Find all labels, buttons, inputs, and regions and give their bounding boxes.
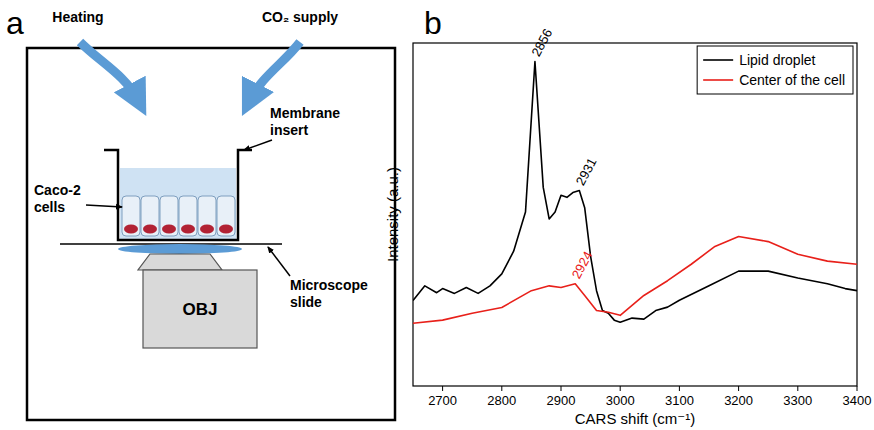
label-line: Membrane	[270, 105, 340, 121]
cell	[141, 196, 159, 236]
peak-label: 2931	[573, 155, 600, 188]
co2-arrow	[250, 42, 300, 100]
panel-b: b 2700 2800 2900 3000 3100 3200 3300 3400 CARS sh…	[384, 5, 871, 427]
cell	[122, 196, 140, 236]
diagram-label: Microscopeslide	[290, 277, 368, 310]
legend-swatch	[703, 59, 733, 61]
nucleus	[200, 225, 214, 234]
x-tick-label: 3200	[724, 393, 753, 408]
x-tick	[620, 386, 621, 391]
nucleus	[143, 225, 157, 234]
diagram-label: Caco-2cells	[34, 182, 81, 215]
nucleus	[162, 225, 176, 234]
plot-frame	[413, 43, 857, 386]
x-tick	[442, 386, 443, 391]
legend-swatch	[703, 79, 733, 81]
cell	[179, 196, 197, 236]
x-tick	[501, 386, 502, 391]
nucleus	[219, 225, 233, 234]
y-axis-title: Intensity (a.u.)	[384, 167, 401, 262]
pointer	[86, 205, 122, 207]
x-tick-label: 2900	[547, 393, 576, 408]
panel-letter: a	[6, 5, 24, 41]
series-line	[413, 62, 857, 323]
peak-label: 2924	[569, 249, 596, 282]
diagram-label: CO₂ supply	[262, 9, 338, 25]
x-tick	[561, 386, 562, 391]
legend-label: Lipid droplet	[739, 52, 815, 68]
label-line: Caco-2	[34, 182, 81, 198]
x-tick-label: 3300	[783, 393, 812, 408]
nucleus	[181, 225, 195, 234]
x-tick	[679, 386, 680, 391]
lines	[413, 62, 857, 324]
x-tick	[797, 386, 798, 391]
x-tick	[857, 386, 858, 391]
figure: a Heating CO₂ supply OBJ Membraneinsert Caco-…	[0, 0, 874, 430]
series-line	[413, 236, 857, 323]
diagram-label: Membraneinsert	[270, 105, 340, 138]
cell	[160, 196, 178, 236]
peak-label: 2856	[528, 26, 555, 59]
label-line: Microscope	[290, 277, 368, 293]
objective-label: OBJ	[183, 300, 218, 319]
nucleus	[124, 225, 138, 234]
label-line: insert	[270, 122, 308, 138]
x-tick-label: 3400	[843, 393, 872, 408]
pointer	[244, 140, 272, 150]
objective-body	[143, 270, 257, 348]
legend-label: Center of the cell	[739, 72, 845, 88]
chamber	[27, 48, 395, 420]
diagram-label: Heating	[52, 9, 103, 25]
x-tick-label: 3000	[606, 393, 635, 408]
legend: Lipid droplet Center of the cell	[697, 46, 853, 94]
x-tick-label: 2800	[487, 393, 516, 408]
x-tick-label: 3100	[665, 393, 694, 408]
label-line: cells	[34, 199, 65, 215]
x-axis-title: CARS shift (cm⁻¹)	[575, 410, 695, 427]
x-tick	[738, 386, 739, 391]
membrane-insert	[104, 150, 252, 240]
legend-box	[697, 46, 853, 94]
panel-a: a Heating CO₂ supply OBJ Membraneinsert Caco-…	[6, 5, 395, 420]
medium	[120, 168, 236, 239]
label-line: slide	[290, 294, 322, 310]
lens	[118, 244, 242, 254]
pointer	[268, 247, 290, 276]
objective-top	[138, 254, 222, 270]
panel-letter: b	[424, 5, 442, 41]
heating-arrow	[80, 42, 138, 100]
x-tick-label: 2700	[428, 393, 457, 408]
cell	[198, 196, 216, 236]
cell	[217, 196, 235, 236]
